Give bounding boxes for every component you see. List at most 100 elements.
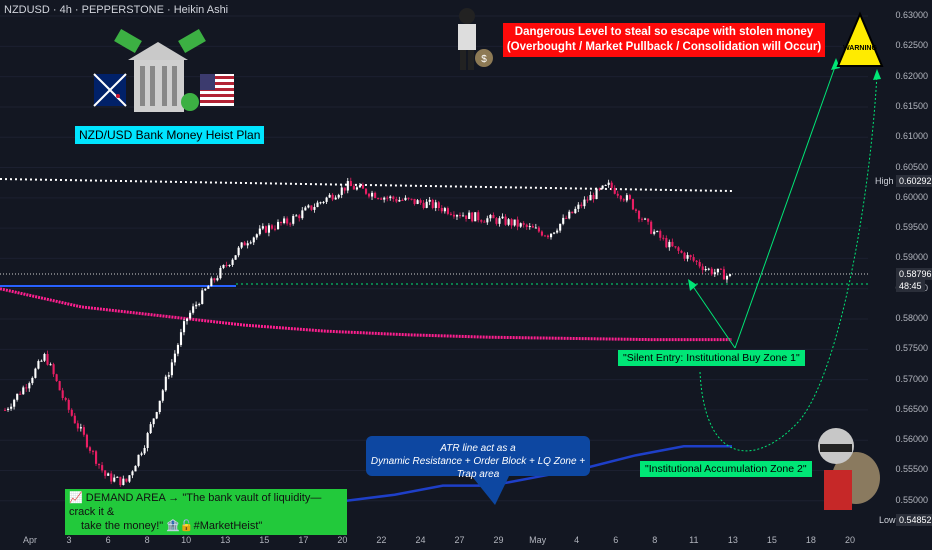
bear-candle bbox=[701, 266, 704, 271]
x-tick-label: 8 bbox=[652, 535, 658, 545]
y-tick-label: 0.55000 bbox=[895, 494, 928, 505]
bear-candle bbox=[85, 434, 89, 448]
bull-candle bbox=[222, 265, 225, 268]
danger-callout: Dangerous Level to steal so escape with … bbox=[503, 23, 825, 57]
bear-candle bbox=[698, 261, 701, 267]
bull-candle bbox=[589, 194, 592, 201]
bear-candle bbox=[571, 211, 574, 214]
bull-candle bbox=[550, 233, 553, 238]
silent-entry-label: "Silent Entry: Institutional Buy Zone 1" bbox=[618, 350, 805, 366]
bull-candle bbox=[295, 215, 298, 217]
robber-mascot-icon bbox=[818, 428, 880, 510]
bear-candle bbox=[543, 235, 547, 237]
bear-candle bbox=[125, 478, 128, 482]
bear-candle bbox=[471, 212, 474, 222]
bear-candle bbox=[641, 218, 644, 220]
bull-candle bbox=[322, 201, 325, 203]
bear-candle bbox=[437, 202, 440, 208]
x-tick-label: 13 bbox=[220, 535, 231, 545]
bull-candle bbox=[292, 215, 295, 224]
bull-candle bbox=[37, 361, 40, 369]
bull-candle bbox=[249, 242, 252, 244]
bear-candle bbox=[343, 187, 346, 191]
bull-candle bbox=[404, 197, 407, 201]
bull-candle bbox=[258, 228, 261, 235]
bear-candle bbox=[377, 198, 380, 200]
bull-candle bbox=[346, 181, 349, 191]
bear-candle bbox=[522, 223, 525, 225]
chart-title: NZDUSD · 4h · PEPPERSTONE · Heikin Ashi bbox=[4, 4, 229, 16]
bull-candle bbox=[607, 182, 610, 185]
bull-candle bbox=[334, 197, 337, 200]
bull-candle bbox=[595, 188, 598, 200]
bull-candle bbox=[328, 194, 331, 198]
bull-candle bbox=[358, 185, 362, 188]
bear-candle bbox=[637, 210, 641, 219]
atr-callout: ATR line act as a Dynamic Resistance + O… bbox=[366, 436, 590, 480]
bull-candle bbox=[556, 230, 559, 233]
bull-candle bbox=[340, 187, 343, 195]
bear-candle bbox=[719, 268, 722, 270]
bull-candle bbox=[301, 210, 304, 219]
bull-candle bbox=[13, 399, 16, 407]
bear-candle bbox=[374, 192, 377, 199]
bear-candle bbox=[483, 221, 486, 223]
bear-candle bbox=[692, 257, 695, 261]
bull-candle bbox=[122, 478, 125, 485]
bull-candle bbox=[16, 393, 19, 400]
bear-candle bbox=[616, 193, 619, 196]
y-tick-label: 0.57500 bbox=[895, 343, 928, 354]
bull-candle bbox=[252, 237, 255, 243]
bull-candle bbox=[604, 184, 607, 186]
bear-candle bbox=[586, 199, 589, 201]
accumulation-dotted-path bbox=[699, 73, 878, 452]
bull-candle bbox=[164, 376, 167, 391]
x-tick-label: 8 bbox=[144, 535, 150, 545]
bear-candle bbox=[516, 219, 519, 227]
bear-candle bbox=[449, 213, 453, 215]
accumulation-arrow-path bbox=[689, 281, 736, 349]
bull-candle bbox=[416, 200, 419, 204]
svg-text:$: $ bbox=[481, 54, 487, 65]
bull-candle bbox=[455, 215, 459, 217]
ema-line bbox=[0, 287, 732, 342]
bear-candle bbox=[598, 188, 601, 190]
bull-candle bbox=[371, 192, 374, 197]
bear-candle bbox=[331, 194, 334, 200]
bear-candle bbox=[431, 199, 434, 208]
bull-candle bbox=[686, 255, 689, 259]
bull-candle bbox=[216, 278, 219, 281]
bear-candle bbox=[213, 278, 216, 281]
bull-candle bbox=[228, 264, 231, 266]
x-tick-label: 20 bbox=[844, 535, 856, 545]
thief-icon: $ bbox=[458, 8, 493, 70]
y-tick-label: 0.62500 bbox=[895, 40, 928, 51]
bear-candle bbox=[459, 215, 462, 217]
bear-candle bbox=[695, 260, 698, 262]
bear-candle bbox=[613, 187, 616, 194]
bull-candle bbox=[425, 201, 428, 208]
bull-candle bbox=[704, 268, 707, 271]
x-tick-label: 15 bbox=[766, 535, 777, 545]
warning-icon bbox=[836, 11, 884, 67]
bear-candle bbox=[264, 226, 267, 233]
bear-candle bbox=[280, 221, 283, 224]
bear-candle bbox=[665, 238, 668, 248]
bear-candle bbox=[243, 242, 246, 246]
bull-candle bbox=[161, 390, 164, 401]
bull-candle bbox=[237, 247, 240, 256]
y-tick-label: 0.60000 bbox=[895, 191, 928, 202]
bear-candle bbox=[110, 473, 113, 482]
bull-candle bbox=[707, 268, 710, 270]
bear-candle bbox=[413, 198, 416, 204]
bull-candle bbox=[462, 215, 465, 217]
nz-flag-icon bbox=[93, 73, 127, 107]
bull-candle bbox=[625, 195, 628, 201]
danger-line-2: (Overbought / Market Pullback / Consolid… bbox=[506, 41, 822, 53]
bank-icon bbox=[114, 28, 206, 112]
bull-candle bbox=[176, 344, 180, 354]
bull-candle bbox=[210, 278, 213, 287]
bull-candle bbox=[383, 197, 386, 200]
bear-candle bbox=[546, 235, 550, 238]
